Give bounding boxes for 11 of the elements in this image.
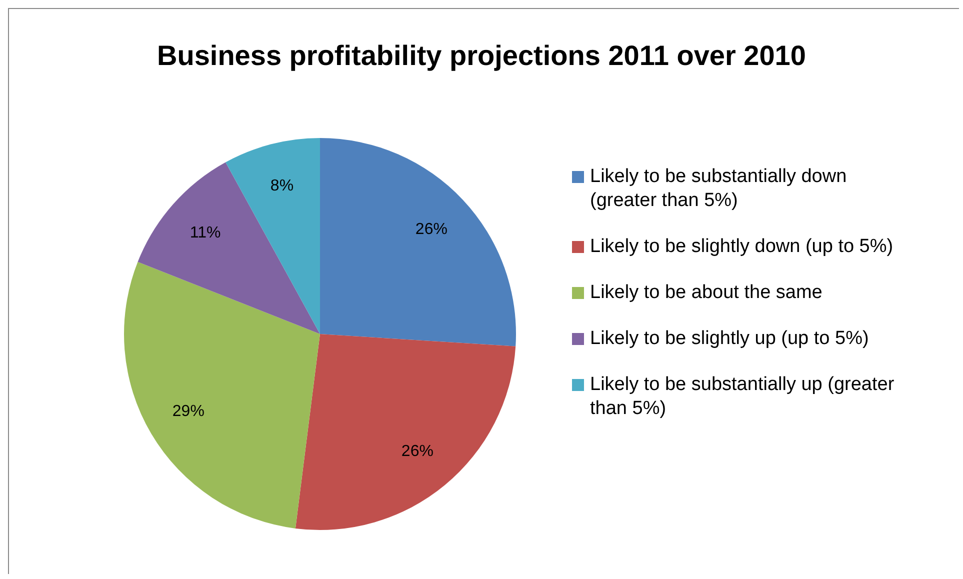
data-label: 26% bbox=[401, 443, 434, 460]
legend-label: Likely to be slightly down (up to 5%) bbox=[590, 235, 894, 259]
legend-label: Likely to be substantially up (greater than 5%) bbox=[590, 373, 896, 421]
data-label: 29% bbox=[172, 403, 204, 420]
legend-label: Likely to be about the same bbox=[590, 281, 822, 305]
data-label: 26% bbox=[415, 220, 448, 238]
legend-label: Likely to be substantially down (greater than 5%) bbox=[590, 165, 848, 213]
legend-label: Likely to be slightly up (up to 5%) bbox=[590, 327, 869, 351]
data-label: 11% bbox=[190, 224, 221, 242]
data-label: 8% bbox=[270, 177, 294, 194]
chart-title: Business profitability projections 2011 over 2010 bbox=[156, 40, 807, 72]
